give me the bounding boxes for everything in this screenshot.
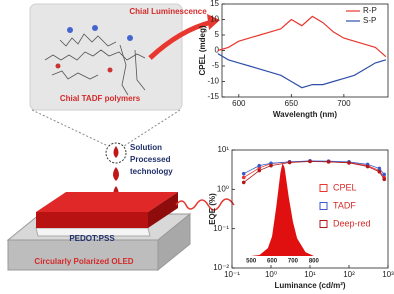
series-line [217,53,387,89]
legend-label: TADF [333,200,356,210]
data-point [257,168,262,173]
legend-label: CPEL [333,182,357,192]
legend-label: Deep-red [333,218,371,228]
y-tick-label: 0 [215,46,220,55]
process-label: technology [130,167,173,176]
drop [113,167,119,181]
drop [113,146,119,158]
x-axis-label: Wavelength (nm) [273,110,337,119]
data-point [241,180,246,185]
legend-label: S-P [363,16,376,25]
data-point [257,163,262,168]
data-point [382,177,387,182]
y-axis-label: CPEL (mdeg) [198,25,207,75]
data-point [326,160,331,164]
x-tick-label: 10⁰ [265,270,277,279]
emission-arrow [148,19,213,60]
emitter-side [148,192,178,228]
data-point [241,171,246,176]
polymer-label: Chial TADF polymers [60,94,141,103]
x-tick-label: 600 [267,259,278,265]
series-line [243,160,385,175]
y-tick-label: 10⁻¹ [213,224,229,233]
spectrum-area [251,162,314,256]
luminescence-label: Chial Luminescence [129,7,207,16]
x-tick-label: 10² [343,270,355,279]
legend-label: R-P [363,6,377,15]
series-line [217,15,387,58]
molecule-sketch [44,25,146,96]
x-tick-label: 10⁻¹ [224,270,240,279]
data-point [377,166,382,171]
x-tick-label: 500 [246,259,257,265]
device-label: Circularly Polarized OLED [34,257,133,266]
legend-swatch [319,202,328,210]
arrow-head [207,14,220,30]
y-tick-label: 15 [210,0,219,8]
x-tick-label: 600 [232,99,246,108]
series-line [243,161,385,183]
layer-label: PEDOT:PSS [69,234,115,243]
y-tick-label: 10⁰ [217,184,229,193]
y-tick-label: 10⁻² [213,263,229,272]
zoom-circle [105,142,127,164]
data-point [308,159,312,164]
data-point [287,160,292,165]
x-tick-label: 10³ [382,270,394,279]
legend-swatch [319,220,328,228]
y-tick-label: -5 [212,61,220,70]
x-tick-label: 700 [337,99,351,108]
emitter-top [36,192,178,212]
emitter-front [36,212,148,228]
y-tick-label: 10¹ [217,145,229,154]
legend-swatch [319,184,328,192]
process-label: Solution [130,143,162,152]
x-axis-label: Luminance (cd/m²) [274,281,345,290]
x-tick-label: 800 [309,259,320,265]
data-point [241,175,246,180]
data-point [365,164,370,169]
x-tick-label: 10¹ [304,270,316,279]
data-point [377,169,382,174]
polarization-spiral [175,198,235,211]
x-tick-label: 700 [288,259,299,265]
y-tick-label: -15 [207,92,219,101]
process-label: Processed [130,155,171,164]
substrate-side [157,212,191,272]
y-axis-label: EQE (%) [208,193,217,225]
y-tick-label: 5 [215,30,220,39]
y-tick-label: -10 [207,77,219,86]
data-point [382,172,387,177]
zoom-lines [31,109,181,147]
y-tick-label: 10 [210,15,219,24]
data-point [347,161,351,165]
x-tick-label: 650 [285,99,299,108]
data-point [269,163,273,168]
